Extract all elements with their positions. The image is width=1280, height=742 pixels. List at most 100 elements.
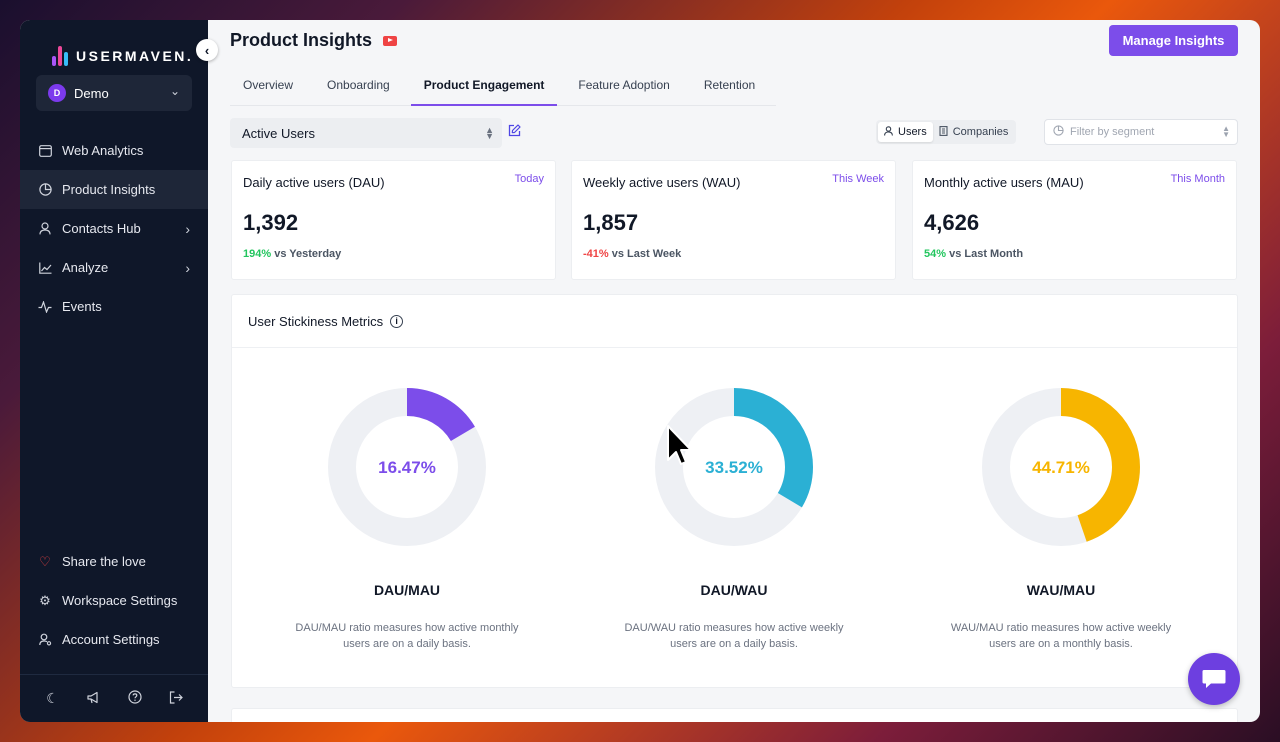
- gauge-dau-mau: 16.47% DAU/MAU DAU/MAU ratio measures ho…: [287, 387, 527, 652]
- page-header: Product Insights: [230, 30, 398, 51]
- logout-icon[interactable]: [166, 690, 186, 707]
- kpi-title: Weekly active users (WAU): [583, 175, 741, 190]
- kpi-delta: -41% vs Last Week: [583, 248, 681, 260]
- tab-onboarding[interactable]: Onboarding: [327, 77, 390, 92]
- kpi-delta: 54% vs Last Month: [924, 248, 1023, 260]
- gauge-label: DAU/WAU: [700, 582, 768, 598]
- gauge-wau-mau: 44.71% WAU/MAU WAU/MAU ratio measures ho…: [941, 387, 1181, 652]
- stickiness-title: User Stickiness Metrics: [248, 313, 384, 329]
- gauge-description: WAU/MAU ratio measures how active weekly…: [950, 622, 1172, 650]
- kpi-delta-percent: -41%: [583, 248, 609, 260]
- gauge-description: DAU/WAU ratio measures how active weekly…: [624, 622, 844, 650]
- sidebar-item-workspace-settings[interactable]: ⚙ Workspace Settings: [20, 581, 208, 620]
- stickiness-card: User Stickiness Metrics i 16.47% DAU/MAU…: [231, 294, 1238, 688]
- sidebar-item-product-insights[interactable]: Product Insights: [20, 170, 208, 209]
- chevron-right-icon: ›: [185, 259, 190, 276]
- donut-value: 44.71%: [1032, 458, 1090, 477]
- user-icon: [36, 222, 54, 235]
- help-icon[interactable]: [125, 690, 145, 707]
- next-card: [231, 708, 1238, 722]
- gauge-description: DAU/MAU ratio measures how active monthl…: [295, 622, 519, 650]
- kpi-period: This Week: [832, 173, 884, 185]
- kpi-title: Monthly active users (MAU): [924, 175, 1084, 190]
- toggle-users-label: Users: [898, 126, 927, 138]
- mouse-cursor-icon: [667, 425, 692, 465]
- kpi-value: 4,626: [924, 210, 980, 235]
- user-gear-icon: [36, 633, 54, 646]
- sidebar: USERMAVEN. D Demo ⌄ Web Analytics Produc…: [20, 20, 218, 722]
- logo[interactable]: USERMAVEN.: [20, 20, 208, 75]
- sidebar-item-label: Product Insights: [62, 182, 156, 197]
- tab-product-engagement[interactable]: Product Engagement: [410, 64, 558, 106]
- activity-icon: [36, 300, 54, 313]
- sidebar-item-label: Workspace Settings: [62, 593, 178, 608]
- dark-mode-toggle-icon[interactable]: ☾: [46, 690, 59, 706]
- kpi-card-mau: Monthly active users (MAU) This Month 4,…: [912, 160, 1237, 280]
- app-window: USERMAVEN. D Demo ⌄ Web Analytics Produc…: [20, 20, 1260, 722]
- donut-arc: [655, 388, 813, 546]
- kpi-card-dau: Daily active users (DAU) Today 1,392 194…: [231, 160, 556, 280]
- chat-support-button[interactable]: [1188, 653, 1240, 705]
- metric-select-value: Active Users: [242, 125, 315, 141]
- chat-icon: [1202, 670, 1226, 688]
- kpi-period: Today: [514, 173, 544, 185]
- segment-filter-select[interactable]: Filter by segment ▲ ▼: [1044, 119, 1238, 145]
- info-icon[interactable]: i: [390, 314, 404, 328]
- updown-chevron-icon: ▲ ▼: [1222, 124, 1230, 139]
- kpi-delta-percent: 194%: [243, 248, 272, 260]
- brand-name: USERMAVEN.: [76, 47, 194, 64]
- metric-select[interactable]: Active Users ▲ ▼: [230, 118, 502, 148]
- donut-chart: 44.71%: [982, 388, 1140, 546]
- kpi-delta-compare: vs Last Week: [608, 248, 682, 260]
- gauge-label: WAU/MAU: [1026, 582, 1096, 598]
- tab-feature-adoption[interactable]: Feature Adoption: [578, 77, 670, 92]
- sidebar-item-label: Share the love: [62, 554, 146, 569]
- sidebar-item-analyze[interactable]: Analyze ›: [20, 248, 208, 287]
- tab-retention[interactable]: Retention: [703, 77, 756, 92]
- logo-mark-icon: [52, 45, 68, 66]
- kpi-delta: 194% vs Yesterday: [243, 248, 341, 260]
- youtube-icon[interactable]: [383, 35, 398, 46]
- workspace-selector[interactable]: D Demo ⌄: [36, 75, 192, 111]
- building-icon: [939, 125, 948, 139]
- gear-icon: ⚙: [39, 592, 51, 608]
- kpi-delta-percent: 54%: [924, 248, 947, 260]
- sidebar-item-contacts-hub[interactable]: Contacts Hub ›: [20, 209, 208, 248]
- kpi-title: Daily active users (DAU): [243, 175, 385, 190]
- sidebar-item-label: Web Analytics: [62, 143, 144, 158]
- pie-chart-icon: [36, 183, 54, 196]
- sidebar-item-account-settings[interactable]: Account Settings: [20, 620, 208, 659]
- sidebar-bottom-nav: ♡ Share the love ⚙ Workspace Settings Ac…: [20, 542, 208, 659]
- insights-tabs: Overview Onboarding Product Engagement F…: [230, 64, 777, 106]
- sidebar-item-label: Contacts Hub: [62, 221, 141, 236]
- sidebar-item-share-the-love[interactable]: ♡ Share the love: [20, 542, 208, 581]
- tab-overview[interactable]: Overview: [243, 77, 294, 92]
- toggle-companies-label: Companies: [952, 126, 1009, 138]
- donut-value: 33.52%: [705, 458, 763, 477]
- kpi-card-wau: Weekly active users (WAU) This Week 1,85…: [571, 160, 896, 280]
- manage-insights-button[interactable]: Manage Insights: [1109, 25, 1238, 56]
- collapse-sidebar-button[interactable]: ‹: [196, 39, 218, 61]
- sidebar-item-label: Account Settings: [62, 632, 160, 647]
- browser-icon: [36, 144, 54, 157]
- sidebar-item-web-analytics[interactable]: Web Analytics: [20, 131, 208, 170]
- segment-filter-placeholder: Filter by segment: [1070, 126, 1155, 138]
- sidebar-item-label: Events: [62, 299, 102, 314]
- user-icon: [884, 125, 893, 139]
- gauge-label: DAU/MAU: [373, 582, 441, 598]
- edit-icon[interactable]: [508, 124, 521, 140]
- donut-arc: [328, 388, 486, 546]
- line-chart-icon: [36, 262, 54, 274]
- donut-arc: [982, 388, 1140, 546]
- workspace-name: Demo: [74, 85, 109, 101]
- workspace-avatar: D: [48, 84, 66, 102]
- gauge-dau-wau: 33.52% DAU/WAU DAU/WAU ratio measures ho…: [614, 387, 854, 652]
- donut-chart: 16.47%: [328, 388, 486, 546]
- sidebar-item-events[interactable]: Events: [20, 287, 208, 326]
- toggle-users[interactable]: Users: [878, 122, 933, 142]
- megaphone-icon[interactable]: [84, 691, 104, 707]
- kpi-value: 1,392: [243, 210, 299, 235]
- toggle-companies[interactable]: Companies: [933, 122, 1015, 142]
- updown-chevron-icon: ▲ ▼: [485, 125, 494, 141]
- page-title: Product Insights: [230, 30, 373, 50]
